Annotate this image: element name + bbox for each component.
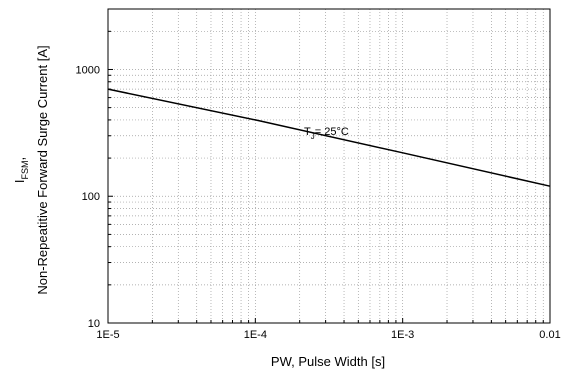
x-tick-label: 1E-4	[244, 329, 267, 341]
x-tick-label: 0.01	[539, 329, 560, 341]
x-axis-label: PW, Pulse Width [s]	[271, 354, 385, 369]
y-axis-label-line1: IFSM,	[12, 157, 30, 183]
y-tick-label: 10	[88, 318, 100, 330]
y-axis-symbol: I	[12, 180, 27, 184]
y-axis-suffix: ,	[12, 157, 27, 161]
y-tick-label: 1000	[76, 64, 100, 76]
x-tick-label: 1E-3	[391, 329, 414, 341]
annotation-subscript: J	[311, 132, 315, 141]
axis-ticks	[108, 30, 544, 323]
y-axis-label-line2: Non-Repeatitive Forward Surge Current [A…	[35, 45, 50, 294]
annotation: TJ= 25°C	[304, 126, 349, 141]
series-layer	[107, 88, 551, 187]
surge-current-line	[107, 88, 551, 187]
annotation-symbol: T	[304, 126, 311, 138]
tick-labels: 1E-5 1E-4 1E-3 0.01 10 100 1000	[76, 64, 561, 341]
x-tick-label: 1E-5	[96, 329, 119, 341]
annotation-value: = 25°C	[315, 126, 349, 138]
plot-frame	[107, 8, 551, 324]
grid-lines	[108, 9, 550, 323]
y-axis-subscript: FSM	[20, 161, 30, 180]
y-tick-label: 100	[82, 191, 100, 203]
